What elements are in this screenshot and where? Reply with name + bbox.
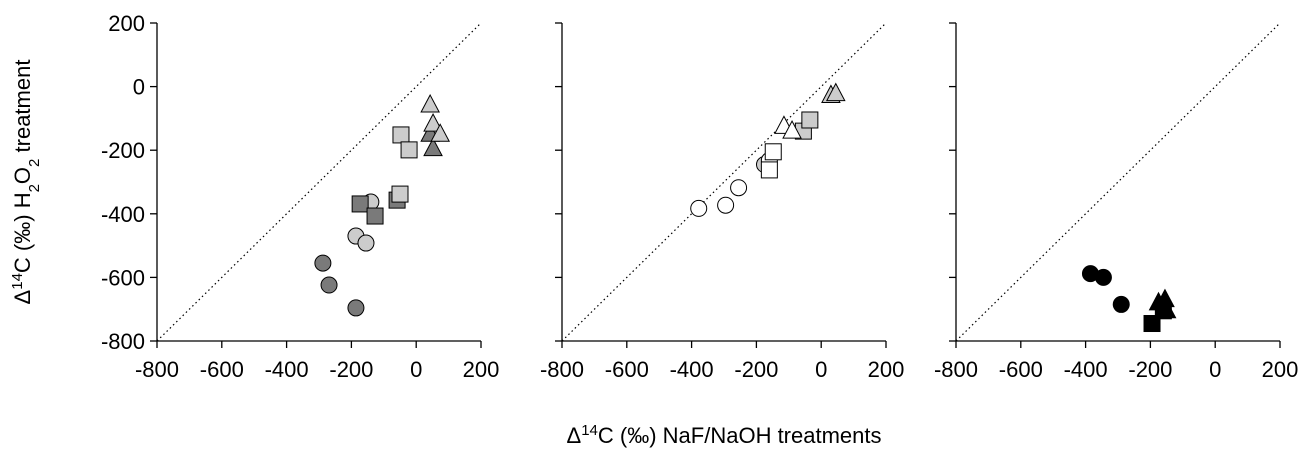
point <box>392 126 410 144</box>
point <box>357 234 375 252</box>
identity-line <box>955 22 1281 342</box>
x-tick-label: -600 <box>200 357 244 382</box>
y-tick-label: 200 <box>108 11 145 36</box>
y-tick-label: -600 <box>101 265 145 290</box>
point <box>391 185 409 203</box>
x-tick-label: -800 <box>540 357 584 382</box>
y-tick-label: -400 <box>101 202 145 227</box>
x-tick-label: -400 <box>1064 357 1108 382</box>
point <box>801 111 819 129</box>
point <box>347 299 365 317</box>
y-tick-label: -800 <box>101 329 145 354</box>
point <box>400 141 418 159</box>
point <box>1156 299 1177 319</box>
x-tick-label: -400 <box>265 357 309 382</box>
point <box>420 93 440 113</box>
x-tick-label: 200 <box>463 357 500 382</box>
x-tick-label: 0 <box>815 357 827 382</box>
y-axis-label: Δ14C (‰) H2O2 treatment <box>9 60 43 305</box>
x-tick-label: -600 <box>999 357 1043 382</box>
x-tick-label: -200 <box>734 357 778 382</box>
x-tick-label: 0 <box>1209 357 1221 382</box>
identity-line <box>561 22 887 342</box>
point <box>423 113 443 132</box>
x-tick-label: -800 <box>135 357 179 382</box>
x-axis-label: Δ14C (‰) NaF/NaOH treatments <box>567 422 882 449</box>
point <box>825 82 846 102</box>
x-tick-label: -200 <box>329 357 373 382</box>
point <box>1094 268 1112 286</box>
point <box>730 179 748 197</box>
x-tick-label: -600 <box>605 357 649 382</box>
point <box>760 161 778 179</box>
point <box>423 137 443 157</box>
x-tick-label: -800 <box>934 357 978 382</box>
point <box>764 143 782 161</box>
point <box>1112 295 1130 313</box>
y-tick-label: -200 <box>101 138 145 163</box>
point <box>1143 315 1161 333</box>
x-tick-label: 0 <box>410 357 422 382</box>
point <box>351 195 369 213</box>
x-tick-label: -200 <box>1128 357 1172 382</box>
x-tick-label: -400 <box>670 357 714 382</box>
identity-line <box>156 22 482 342</box>
y-tick-label: 0 <box>133 75 145 100</box>
x-tick-label: 200 <box>1262 357 1299 382</box>
point <box>690 199 708 217</box>
point <box>717 196 735 214</box>
point <box>782 120 802 139</box>
point <box>320 276 338 294</box>
point <box>430 123 451 142</box>
point <box>314 254 332 272</box>
point <box>366 207 384 225</box>
x-tick-label: 200 <box>868 357 905 382</box>
